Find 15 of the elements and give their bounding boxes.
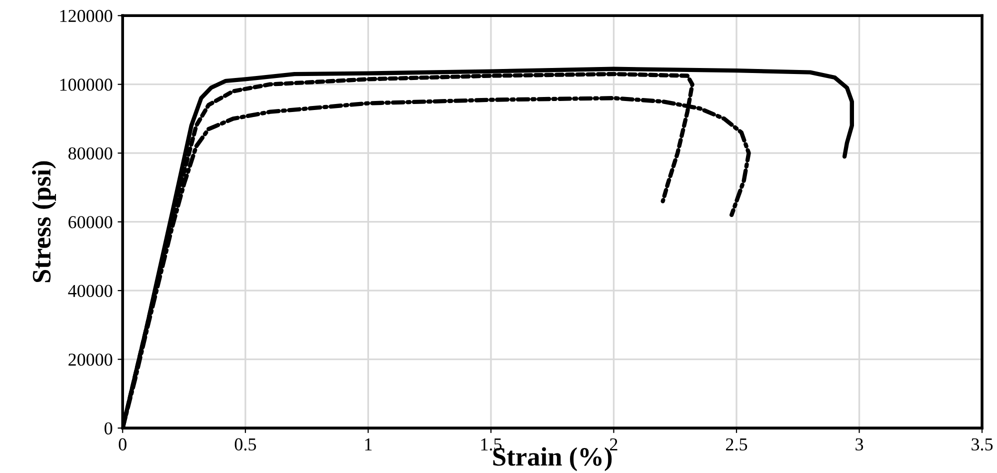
x-tick-label: 2 bbox=[610, 438, 618, 450]
y-tick-label: 120000 bbox=[60, 10, 112, 22]
x-tick-label: 2.5 bbox=[726, 438, 748, 451]
x-tick-label: 3.5 bbox=[972, 438, 993, 451]
x-tick-label: 0.5 bbox=[234, 438, 256, 451]
x-tick-label: 3 bbox=[856, 438, 864, 450]
y-tick-label: 0 bbox=[104, 422, 112, 435]
y-tick-label: 60000 bbox=[68, 216, 112, 228]
y-tick-label: 100000 bbox=[60, 78, 112, 91]
y-tick-label: 40000 bbox=[68, 284, 112, 298]
x-tick-label: 0 bbox=[118, 438, 126, 450]
y-tick-label: 20000 bbox=[68, 354, 112, 366]
y-tick-label: 80000 bbox=[68, 147, 112, 160]
x-tick-label: 1 bbox=[365, 438, 372, 450]
y-axis-title: Stress (psi) bbox=[32, 161, 56, 282]
